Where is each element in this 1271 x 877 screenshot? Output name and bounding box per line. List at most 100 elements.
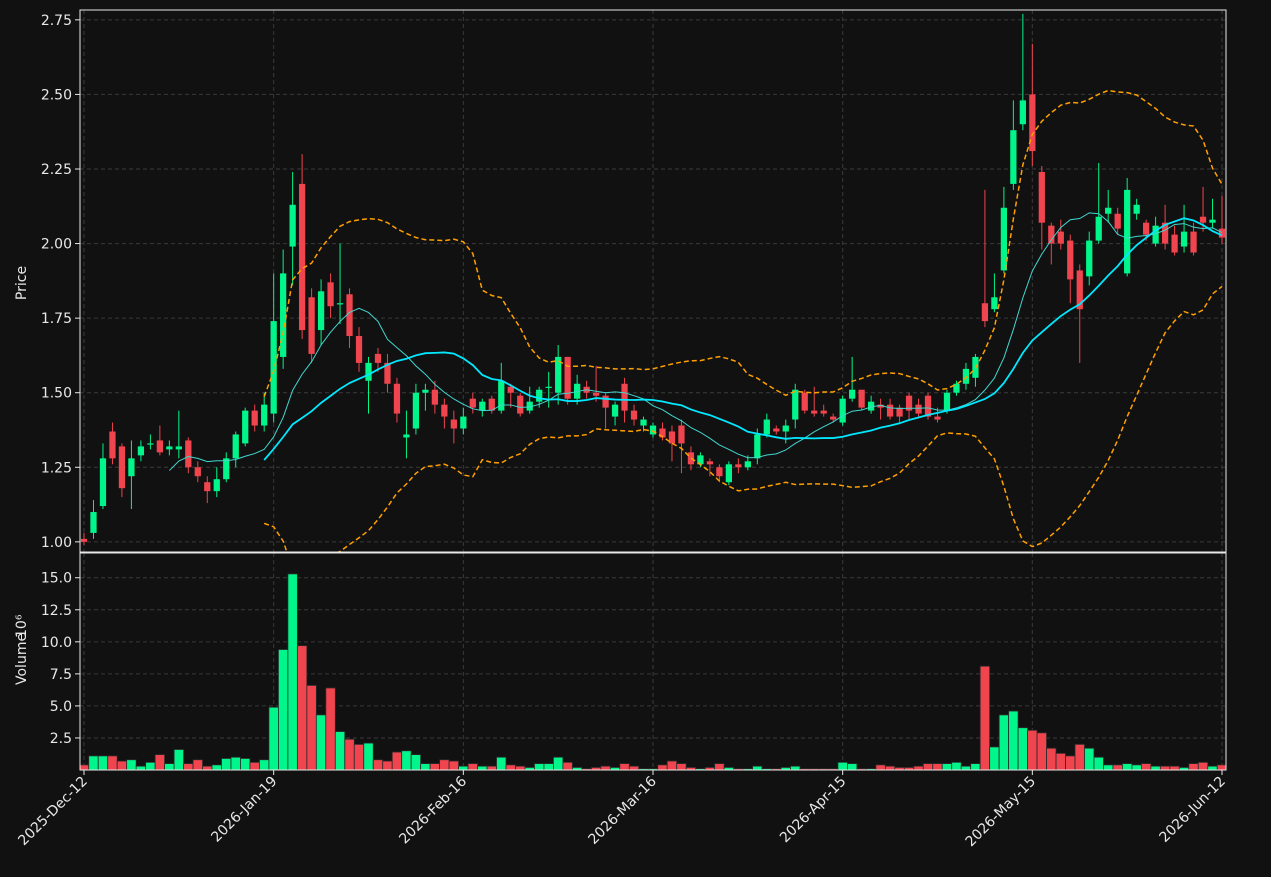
volume-bar bbox=[1159, 765, 1171, 770]
candle-body bbox=[327, 282, 334, 307]
candle-body bbox=[754, 434, 761, 459]
volume-bar bbox=[875, 764, 886, 770]
bollinger-upper bbox=[263, 89, 1223, 397]
candle-body bbox=[1105, 207, 1112, 214]
candle-body bbox=[526, 401, 533, 411]
candle-body bbox=[1076, 270, 1083, 310]
candle-body bbox=[128, 458, 135, 477]
candle-body bbox=[336, 303, 344, 305]
candle-body bbox=[934, 416, 941, 420]
volume-bar bbox=[619, 763, 630, 770]
candle-body bbox=[365, 362, 372, 381]
candle-body bbox=[118, 446, 126, 489]
volume-bar bbox=[135, 765, 147, 770]
candle-body bbox=[1086, 240, 1093, 277]
x-tick-label: 2026-Mar-16 bbox=[586, 773, 660, 847]
candle-body bbox=[915, 404, 922, 414]
candle-body bbox=[1133, 204, 1140, 214]
candle-body bbox=[953, 383, 960, 393]
volume-bar bbox=[391, 751, 403, 770]
candle-body bbox=[820, 410, 827, 414]
candle-body bbox=[147, 443, 154, 445]
candle-body bbox=[185, 440, 192, 468]
volume-bar bbox=[420, 763, 431, 770]
candle-body bbox=[469, 398, 476, 408]
volume-bar bbox=[249, 761, 260, 770]
volume-bar bbox=[970, 763, 981, 770]
volume-bar bbox=[1103, 764, 1114, 770]
candle-body bbox=[175, 446, 182, 450]
price-axis-label: Price bbox=[14, 266, 30, 300]
volume-bar bbox=[1008, 710, 1019, 770]
volume-bar bbox=[353, 743, 365, 770]
candle-body bbox=[280, 273, 287, 357]
volume-bar bbox=[1140, 763, 1152, 770]
volume-bar bbox=[80, 764, 90, 770]
volume-bar bbox=[998, 714, 1010, 770]
volume-bar bbox=[960, 765, 972, 770]
volume-plot bbox=[80, 573, 1226, 770]
candle-body bbox=[1048, 225, 1055, 244]
volume-bar bbox=[714, 763, 725, 770]
candle-body bbox=[355, 336, 363, 363]
candle-body bbox=[839, 398, 846, 423]
candle-body bbox=[896, 407, 903, 417]
candle-body bbox=[1209, 219, 1216, 223]
candle-body bbox=[1000, 207, 1008, 271]
candle-body bbox=[109, 431, 116, 459]
volume-bar bbox=[306, 685, 317, 770]
volume-bar bbox=[116, 760, 128, 770]
candle-body bbox=[592, 392, 600, 396]
volume-bar bbox=[486, 765, 497, 770]
candle-body bbox=[649, 425, 657, 435]
volume-tick-label: 12.5 bbox=[41, 603, 72, 619]
candle-body bbox=[1038, 171, 1045, 223]
candle-body bbox=[441, 404, 448, 417]
volume-bar bbox=[534, 763, 545, 770]
volume-bar bbox=[240, 758, 251, 770]
volume-bar bbox=[837, 761, 848, 770]
y-tick-label: 1.50 bbox=[41, 386, 72, 402]
candle-body bbox=[981, 303, 989, 322]
volume-bar bbox=[1036, 732, 1047, 770]
volume-bar bbox=[1093, 756, 1104, 770]
volume-bar bbox=[126, 759, 137, 770]
grid bbox=[80, 10, 1226, 770]
volume-bar bbox=[628, 765, 640, 770]
volume-tick-label: 7.5 bbox=[50, 667, 72, 683]
candle-body bbox=[99, 458, 107, 507]
candle-body bbox=[1199, 216, 1207, 223]
price-plot bbox=[80, 13, 1226, 552]
candle-body bbox=[156, 440, 163, 453]
candle-body bbox=[242, 410, 249, 444]
candle-body bbox=[706, 461, 714, 465]
volume-bar bbox=[315, 714, 327, 770]
y-tick-label: 2.75 bbox=[41, 13, 72, 29]
y-tick-label: 1.25 bbox=[41, 460, 72, 476]
candle-body bbox=[251, 410, 258, 426]
candle-body bbox=[1218, 228, 1226, 238]
candle-body bbox=[602, 395, 609, 408]
volume-bar bbox=[1112, 764, 1123, 770]
volume-bar bbox=[202, 765, 213, 770]
candle-body bbox=[1010, 130, 1017, 184]
volume-bar bbox=[458, 765, 469, 770]
candle-body bbox=[867, 401, 875, 411]
candle-body bbox=[763, 419, 770, 435]
volume-bar bbox=[183, 763, 194, 770]
volume-bar bbox=[164, 763, 175, 770]
candle-body bbox=[782, 425, 789, 432]
volume-bar bbox=[401, 750, 412, 770]
volume-bar bbox=[676, 763, 687, 770]
volume-tick-label: 10.0 bbox=[41, 635, 72, 651]
volume-bar bbox=[88, 755, 99, 770]
candle-body bbox=[697, 455, 704, 465]
volume-bar bbox=[1150, 765, 1161, 770]
candle-body bbox=[1114, 213, 1121, 229]
volume-scale-label: 10⁶ bbox=[14, 614, 30, 638]
volume-bar bbox=[344, 738, 355, 770]
candle-body bbox=[1067, 240, 1074, 280]
price-frame bbox=[79, 9, 1227, 553]
candle-body bbox=[735, 464, 742, 468]
